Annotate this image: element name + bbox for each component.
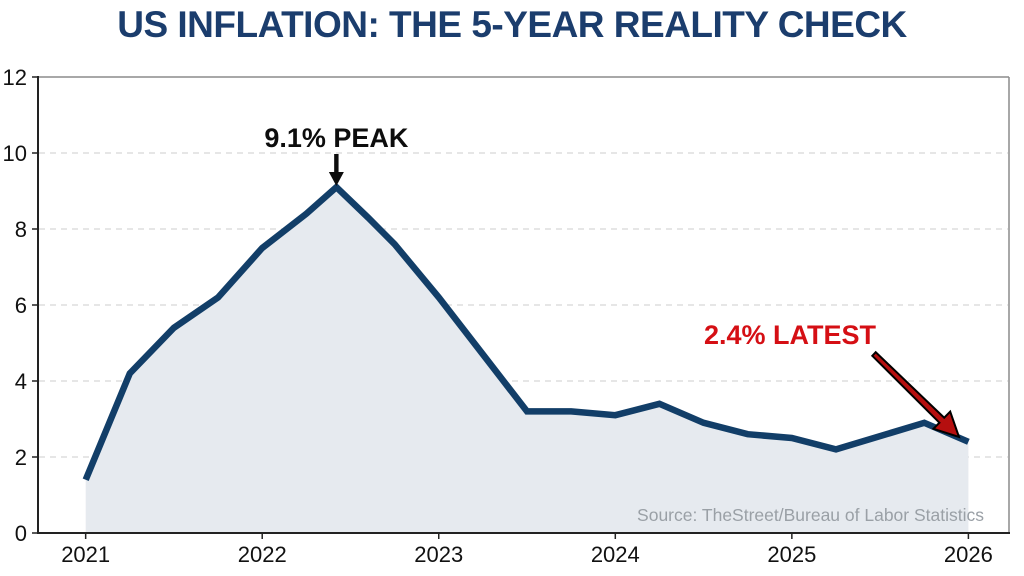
y-tick-label-6: 6: [15, 293, 27, 318]
chart-title: US INFLATION: THE 5-YEAR REALITY CHECK: [117, 4, 907, 45]
inflation-line: [82, 182, 970, 482]
y-tick-label-12: 12: [3, 65, 27, 90]
y-tick-label-4: 4: [15, 369, 27, 394]
x-tick-label-2024: 2024: [591, 542, 640, 567]
x-tick-label-2025: 2025: [767, 542, 816, 567]
y-tick-label-10: 10: [3, 141, 27, 166]
x-tick-label-2026: 2026: [944, 542, 993, 567]
latest-annotation-label: 2.4% LATEST: [704, 320, 877, 350]
x-tick-label-2022: 2022: [238, 542, 287, 567]
inflation-area-fill: [85, 187, 969, 533]
x-tick-label-2023: 2023: [414, 542, 463, 567]
peak-annotation-label: 9.1% PEAK: [264, 123, 409, 153]
y-tick-label-0: 0: [15, 521, 27, 546]
peak-down-arrow-icon: [328, 154, 344, 186]
source-attribution: Source: TheStreet/Bureau of Labor Statis…: [637, 505, 984, 525]
x-tick-label-2021: 2021: [61, 542, 110, 567]
latest-red-arrow-icon: [870, 350, 961, 439]
y-tick-label-8: 8: [15, 217, 27, 242]
y-tick-label-2: 2: [15, 445, 27, 470]
